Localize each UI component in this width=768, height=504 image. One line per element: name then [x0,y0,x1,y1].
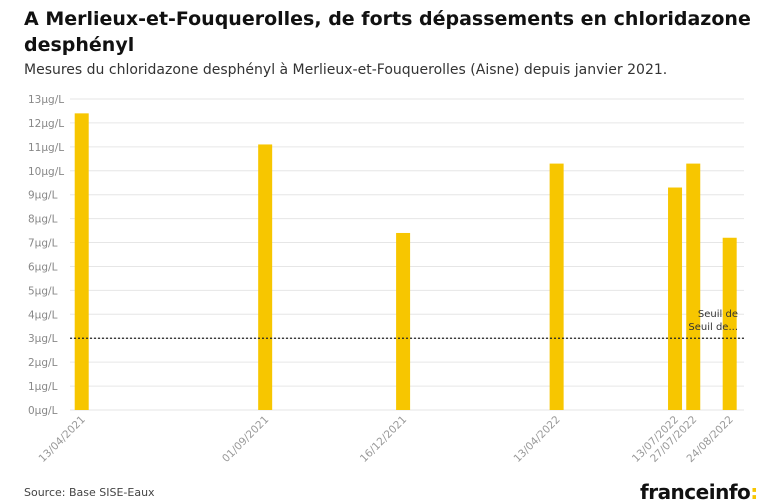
threshold-line: Seuil de Seuil de... [70,309,744,339]
chart-title: A Merlieux-et-Fouquerolles, de forts dép… [24,8,751,56]
brand-logo: franceinfo: [640,480,758,504]
y-tick-label: 4µg/L [28,309,58,321]
x-tick-label: 13/04/2021 [37,414,88,465]
brand-colon: : [750,480,758,504]
source-note: Source: Base SISE-Eaux [24,486,155,499]
x-tick-label: 01/09/2021 [220,414,271,465]
bars [74,113,737,410]
y-tick-label: 10µg/L [28,166,64,178]
bar [74,113,89,410]
y-tick-label: 12µg/L [28,118,64,130]
y-tick-label: 5µg/L [28,285,58,297]
y-tick-label: 13µg/L [28,94,64,106]
y-tick-label: 2µg/L [28,357,58,369]
y-tick-label: 9µg/L [28,190,58,202]
threshold-label: Seuil de... [688,322,738,333]
y-tick-label: 1µg/L [28,381,58,393]
x-tick-label: 13/04/2022 [511,414,562,465]
x-tick-label: 16/12/2021 [358,414,409,465]
y-tick-label: 3µg/L [28,333,58,345]
y-tick-label: 6µg/L [28,261,58,273]
bar [396,232,411,410]
chart-subtitle: Mesures du chloridazone desphényl à Merl… [24,62,668,78]
bar [686,163,701,410]
y-tick-label: 0µg/L [28,405,58,417]
bar [668,187,683,410]
y-tick-label: 11µg/L [28,142,64,154]
y-axis: 0µg/L 1µg/L 2µg/L 3µg/L 4µg/L 5µg/L 6µg/L 7µg/L… [28,94,64,417]
x-axis: 13/04/2021 01/09/2021 16/12/2021 13/04/2022… [37,414,736,465]
bar [722,237,737,410]
bar [549,163,564,410]
brand-name: franceinfo [640,480,751,504]
y-tick-label: 7µg/L [28,238,58,250]
threshold-label: Seuil de [698,309,738,320]
y-tick-label: 8µg/L [28,214,58,226]
bar [258,144,273,410]
